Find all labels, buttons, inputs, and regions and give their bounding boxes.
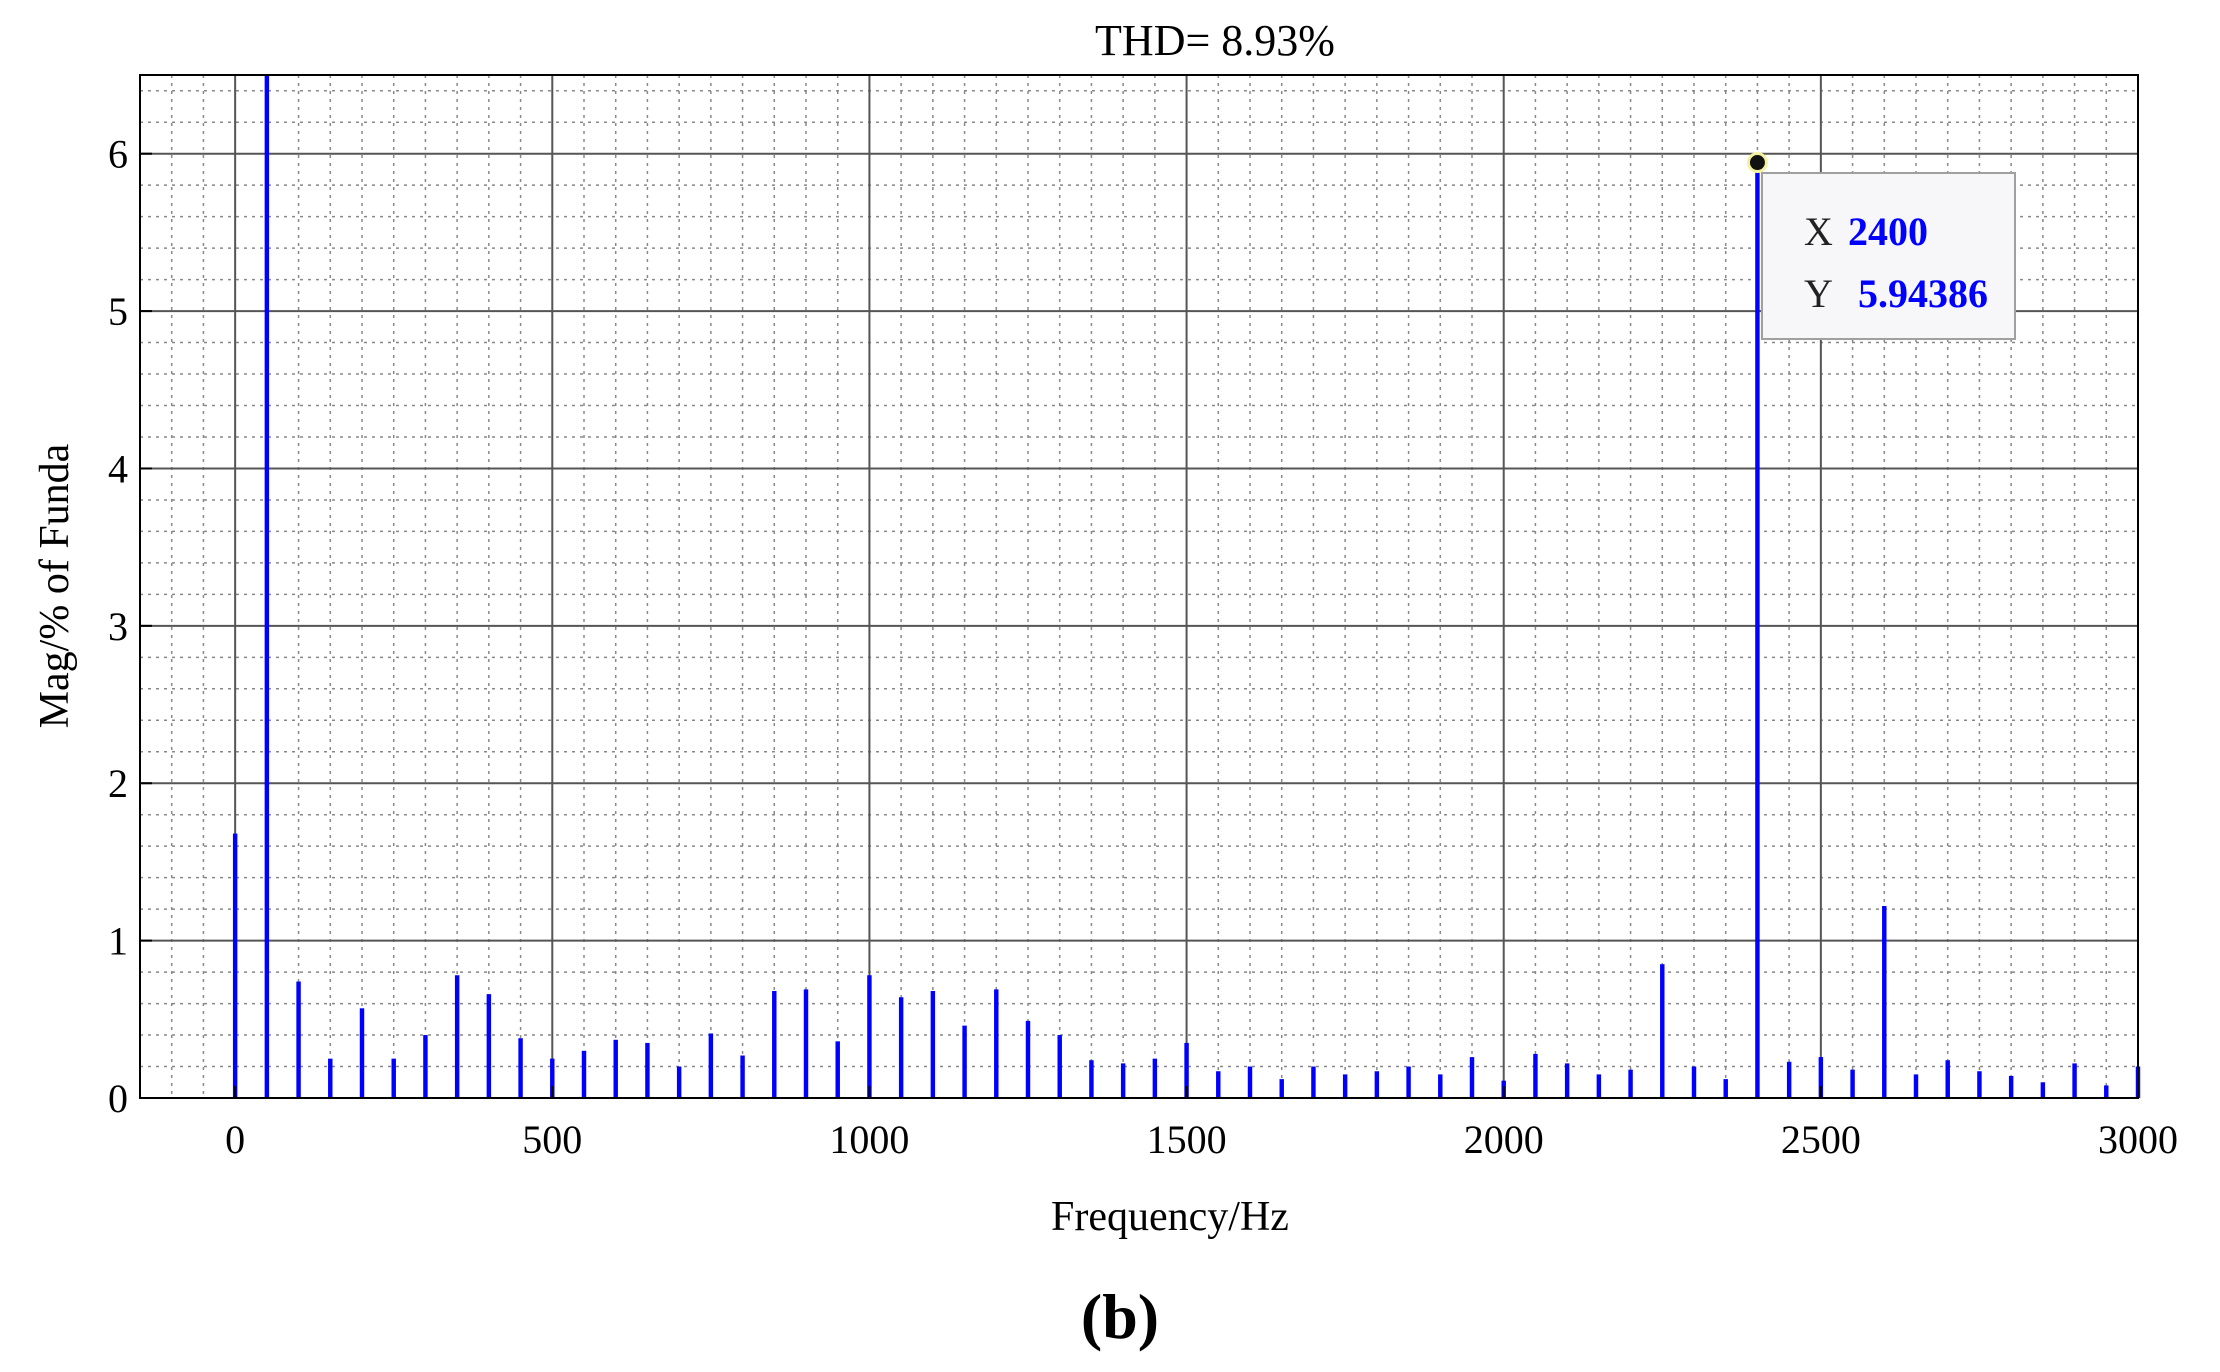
spectrum-bar: [1945, 1060, 1950, 1098]
spectrum-bar: [1723, 1079, 1728, 1098]
spectrum-bar: [359, 1008, 365, 1098]
x-axis-ticks: 0 500 1000 1500 2000 2500 3000: [225, 1086, 2178, 1162]
spectrum-bar: [708, 1033, 714, 1098]
spectrum-bar: [645, 1042, 650, 1098]
x-tick-label: 1000: [829, 1117, 909, 1162]
spectrum-bar: [1342, 1074, 1348, 1098]
spectrum-bar: [1818, 1057, 1824, 1098]
spectrum-bar: [1279, 1079, 1284, 1098]
spectrum-bar: [1850, 1069, 1855, 1098]
y-tick-label: 4: [108, 446, 128, 491]
spectrum-bar: [1533, 1053, 1538, 1098]
spectrum-bar: [898, 997, 904, 1098]
y-axis-label: Mag/% of Funda: [32, 443, 78, 728]
spectrum-bar: [264, 75, 270, 1098]
spectrum-bar: [2104, 1085, 2109, 1098]
harmonic-spikes: [232, 75, 2141, 1098]
spectrum-bar: [803, 989, 809, 1098]
spectrum-bar: [1564, 1063, 1570, 1098]
y-tick-label: 2: [108, 761, 128, 806]
y-axis-ticks: 0 1 2 3 4 5 6: [108, 132, 152, 1121]
spectrum-bar: [1691, 1066, 1697, 1098]
spectrum-bar: [1977, 1071, 1982, 1098]
data-tip[interactable]: X 2400 Y 5.94386: [1746, 152, 2016, 340]
spectrum-bar: [676, 1066, 682, 1098]
spectrum-bar: [1216, 1071, 1221, 1098]
chart-title: THD= 8.93%: [1095, 16, 1335, 65]
spectrum-bar: [1057, 1035, 1062, 1098]
y-tick-label: 5: [108, 289, 128, 334]
spectrum-bar: [1374, 1071, 1380, 1098]
spectrum-bar: [1660, 964, 1665, 1098]
spectrum-bar: [1786, 1061, 1792, 1098]
y-tick-label: 3: [108, 604, 128, 649]
spectrum-bar: [2040, 1082, 2046, 1098]
data-tip-y-value: 5.94386: [1858, 271, 1988, 316]
plot-frame: [139, 74, 2139, 1099]
x-tick-label: 0: [225, 1117, 245, 1162]
spectrum-bar: [1184, 1042, 1189, 1098]
data-tip-x-value: 2400: [1848, 209, 1928, 254]
data-tip-marker[interactable]: [1746, 152, 1768, 174]
y-tick-label: 1: [108, 919, 128, 964]
spectrum-bar: [550, 1058, 555, 1098]
spectrum-bar: [835, 1041, 840, 1098]
spectrum-bar: [232, 833, 238, 1098]
spectrum-bar: [1913, 1074, 1919, 1098]
spectrum-bar: [1469, 1057, 1475, 1098]
y-tick-label: 0: [108, 1076, 128, 1121]
x-tick-label: 500: [522, 1117, 582, 1162]
spectrum-bar: [613, 1039, 618, 1098]
spectrum-bar: [962, 1025, 967, 1098]
x-tick-label: 2500: [1781, 1117, 1861, 1162]
spectrum-bar: [423, 1035, 428, 1098]
spectrum-bar: [1120, 1063, 1126, 1098]
spectrum-bar: [994, 989, 999, 1098]
spectrum-bar: [740, 1055, 745, 1098]
spectrum-bar: [581, 1050, 587, 1098]
spectrum-bar: [328, 1058, 333, 1098]
spectrum-bar: [1025, 1020, 1031, 1098]
x-axis-label: Frequency/Hz: [1051, 1194, 1289, 1240]
spectrum-bar: [1406, 1066, 1411, 1098]
spectrum-bar: [1755, 162, 1760, 1098]
spectrum-bar: [1882, 905, 1887, 1098]
spectrum-bar: [1247, 1066, 1253, 1098]
spectrum-bar: [1089, 1060, 1094, 1098]
spectrum-bar: [296, 981, 301, 1098]
spectrum-bar: [2008, 1075, 2014, 1098]
spectrum-bar: [1152, 1058, 1158, 1098]
x-tick-label: 2000: [1464, 1117, 1544, 1162]
data-tip-x-label: X: [1804, 209, 1833, 254]
figure-label: (b): [1081, 1281, 1159, 1352]
x-tick-label: 1500: [1147, 1117, 1227, 1162]
y-tick-label: 6: [108, 132, 128, 177]
spectrum-bar: [2072, 1063, 2077, 1098]
spectrum-bar: [772, 990, 777, 1098]
spectrum-bar: [867, 975, 872, 1098]
spectrum-bar: [518, 1038, 523, 1098]
spectrum-bar: [1438, 1074, 1443, 1098]
data-tip-box: [1761, 172, 2016, 340]
spectrum-bar: [1596, 1074, 1602, 1098]
spectrum-bar: [454, 975, 460, 1098]
data-tip-y-label: Y: [1804, 271, 1833, 316]
spectrum-bar: [930, 990, 936, 1098]
spectrum-bar: [486, 994, 492, 1098]
spectrum-bar: [391, 1058, 396, 1098]
x-tick-label: 3000: [2098, 1117, 2178, 1162]
spectrum-bar: [1628, 1069, 1633, 1098]
spectrum-bar: [1311, 1066, 1316, 1098]
